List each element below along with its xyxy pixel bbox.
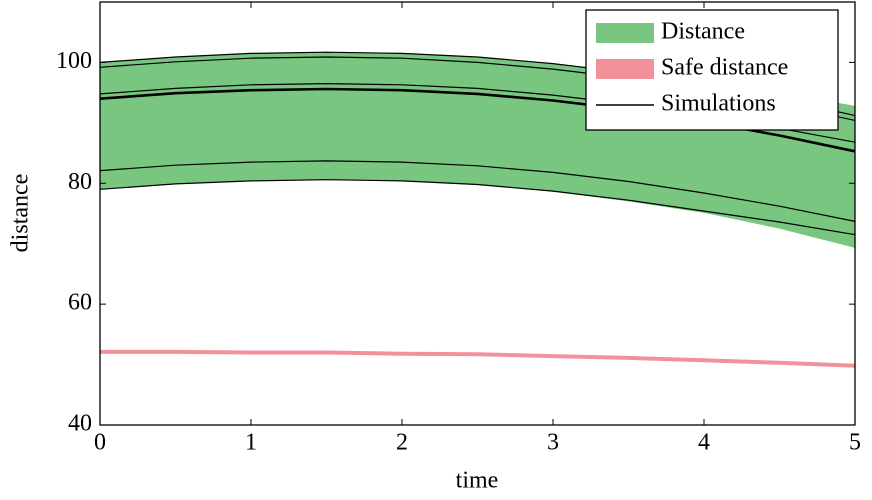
legend-label: Simulations bbox=[661, 91, 776, 117]
y-tick-label: 80 bbox=[68, 169, 92, 195]
simulation-line bbox=[99, 179, 856, 236]
legend-swatch bbox=[596, 59, 654, 79]
legend-label: Distance bbox=[661, 19, 745, 45]
legend-label: Safe distance bbox=[661, 55, 788, 81]
x-tick-label: 0 bbox=[94, 430, 106, 456]
x-tick-label: 1 bbox=[245, 430, 257, 456]
x-tick-label: 5 bbox=[849, 430, 861, 456]
legend-swatch bbox=[596, 23, 654, 43]
x-axis-label: time bbox=[456, 468, 499, 494]
y-tick-label: 60 bbox=[68, 290, 92, 316]
plot-frame bbox=[99, 1, 856, 426]
simulation-line bbox=[99, 160, 856, 222]
x-tick-label: 3 bbox=[547, 430, 559, 456]
x-tick-label: 2 bbox=[396, 430, 408, 456]
y-tick-label: 40 bbox=[68, 411, 92, 437]
x-tick-label: 4 bbox=[698, 430, 710, 456]
y-tick-label: 100 bbox=[56, 48, 92, 74]
safe-distance-line bbox=[100, 349, 856, 368]
y-axis-label: distance bbox=[8, 174, 34, 253]
